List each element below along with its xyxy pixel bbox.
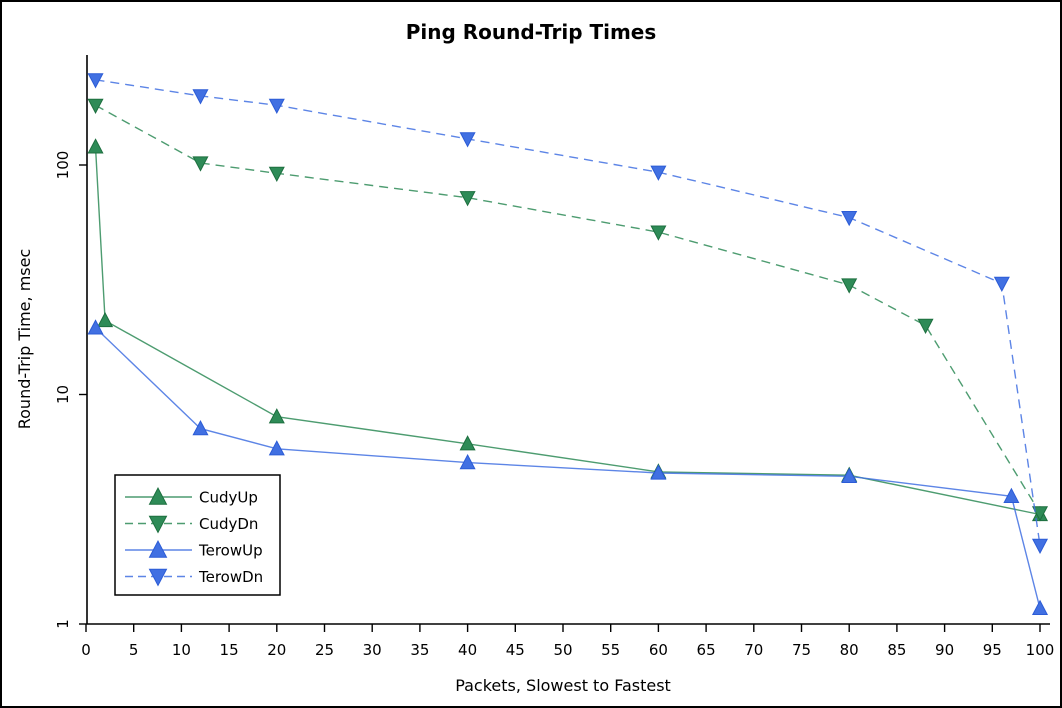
legend-label: TerowUp bbox=[198, 542, 263, 560]
data-point-marker bbox=[87, 138, 104, 154]
data-point-marker bbox=[1003, 487, 1020, 503]
legend-box bbox=[114, 474, 281, 596]
y-tick-label: 10 bbox=[54, 385, 72, 404]
series-TerowUp bbox=[87, 319, 1049, 615]
x-axis-label: Packets, Slowest to Fastest bbox=[455, 676, 671, 695]
legend-label: TerowDn bbox=[198, 568, 263, 586]
data-point-marker bbox=[87, 73, 104, 89]
x-tick-label: 20 bbox=[267, 641, 286, 659]
data-point-marker bbox=[650, 165, 667, 181]
x-tick-label: 50 bbox=[553, 641, 572, 659]
data-point-marker bbox=[459, 453, 476, 470]
y-axis-label: Round-Trip Time, msec bbox=[15, 249, 34, 430]
x-tick-label: 60 bbox=[649, 641, 668, 659]
data-point-marker bbox=[268, 440, 285, 456]
data-point-marker bbox=[841, 467, 858, 483]
data-point-marker bbox=[268, 98, 285, 114]
legend-item-CudyUp: CudyUp bbox=[125, 487, 258, 507]
data-point-marker bbox=[841, 210, 858, 227]
legend-marker bbox=[148, 515, 168, 534]
data-point-marker bbox=[917, 318, 934, 335]
data-point-marker bbox=[1031, 599, 1049, 615]
data-point-marker bbox=[97, 311, 114, 328]
series-line-TerowDn bbox=[95, 79, 1041, 546]
data-point-marker bbox=[87, 319, 104, 335]
series-CudyUp bbox=[87, 138, 1049, 522]
x-tick-label: 95 bbox=[983, 641, 1002, 659]
y-tick-label: 100 bbox=[54, 151, 72, 180]
data-point-marker bbox=[459, 132, 476, 148]
legend-marker bbox=[148, 540, 168, 558]
legend-label: CudyUp bbox=[199, 489, 258, 507]
series-plot-area bbox=[87, 73, 1049, 615]
data-point-marker bbox=[993, 276, 1010, 292]
series-line-TerowUp bbox=[95, 327, 1041, 609]
legend-label: CudyDn bbox=[199, 515, 258, 533]
legend-item-CudyDn: CudyDn bbox=[125, 515, 258, 534]
x-tick-label: 30 bbox=[363, 641, 382, 659]
data-point-marker bbox=[1031, 506, 1049, 522]
x-tick-label: 10 bbox=[172, 641, 191, 659]
data-point-marker bbox=[192, 89, 209, 105]
x-tick-label: 100 bbox=[1026, 641, 1055, 659]
x-tick-label: 65 bbox=[697, 641, 716, 659]
x-tick-label: 70 bbox=[744, 641, 763, 659]
series-CudyDn bbox=[87, 98, 1049, 522]
legend-item-TerowDn: TerowDn bbox=[125, 568, 263, 587]
x-tick-label: 35 bbox=[410, 641, 429, 659]
x-tick-label: 45 bbox=[506, 641, 525, 659]
data-point-marker bbox=[268, 408, 285, 424]
data-point-marker bbox=[192, 156, 209, 172]
y-tick-label: 1 bbox=[54, 619, 72, 629]
data-point-marker bbox=[650, 464, 667, 480]
series-line-CudyDn bbox=[95, 104, 1041, 514]
x-tick-label: 75 bbox=[792, 641, 811, 659]
legend: CudyUp CudyDn TerowUp TerowDn bbox=[114, 474, 281, 596]
x-tick-label: 80 bbox=[840, 641, 859, 659]
data-point-marker bbox=[841, 278, 858, 294]
x-tick-label: 40 bbox=[458, 641, 477, 659]
data-point-marker bbox=[268, 166, 285, 182]
x-tick-label: 25 bbox=[315, 641, 334, 659]
legend-marker bbox=[148, 487, 168, 505]
data-point-marker bbox=[459, 435, 476, 451]
data-point-marker bbox=[1031, 538, 1049, 555]
axes: 0 5 10 15 20 25 30 35 40 45 50 55 60 65 70 75 80 85 90 95 10… bbox=[54, 55, 1054, 659]
x-tick-label: 15 bbox=[220, 641, 239, 659]
data-point-marker bbox=[87, 98, 104, 114]
x-tick-label: 0 bbox=[81, 641, 91, 659]
series-line-CudyUp bbox=[94, 146, 1041, 516]
data-point-marker bbox=[459, 191, 476, 207]
data-point-marker bbox=[650, 225, 667, 241]
legend-item-TerowUp: TerowUp bbox=[125, 540, 263, 560]
legend-marker bbox=[148, 568, 168, 587]
x-tick-label: 5 bbox=[129, 641, 139, 659]
chart-title: Ping Round-Trip Times bbox=[406, 20, 657, 44]
x-tick-label: 90 bbox=[935, 641, 954, 659]
series-TerowDn bbox=[87, 73, 1049, 555]
x-tick-label: 55 bbox=[601, 641, 620, 659]
data-point-marker bbox=[192, 420, 209, 436]
x-tick-label: 85 bbox=[887, 641, 906, 659]
